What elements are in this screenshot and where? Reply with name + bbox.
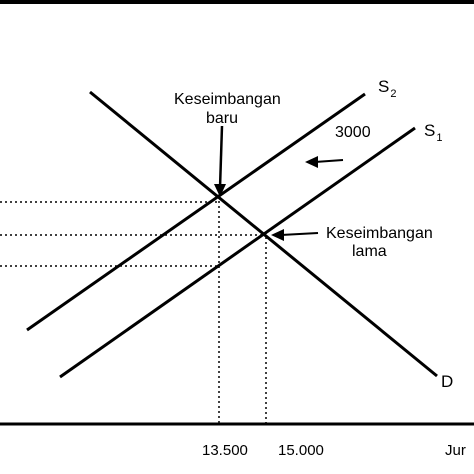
supply-curve-s2 [26, 92, 366, 332]
eq-old-line1: Keseimbangan [326, 225, 433, 242]
pointer-old-eq-shaft [280, 232, 319, 236]
tax-label: 3000 [335, 124, 371, 141]
eq-old-line2: lama [352, 243, 387, 260]
eq-new-line2: baru [206, 110, 238, 127]
x-tick-label-15000: 15.000 [278, 442, 324, 459]
label-s1: S1 [424, 121, 442, 144]
pointer-old-eq-head [271, 229, 284, 241]
eq-new-line1: Keseimbangan [174, 91, 281, 108]
shift-arrow-head [305, 156, 318, 168]
supply-curve-s1 [59, 126, 416, 379]
label-demand: D [441, 372, 453, 391]
pointer-new-eq-shaft [218, 125, 224, 189]
pointer-new-eq-head [214, 184, 226, 197]
top-border [0, 0, 474, 4]
shift-arrow-shaft [314, 159, 344, 163]
label-s2: S2 [378, 77, 396, 100]
x-tick-label-13500: 13.500 [202, 442, 248, 459]
x-axis-label: Jur [445, 442, 466, 459]
